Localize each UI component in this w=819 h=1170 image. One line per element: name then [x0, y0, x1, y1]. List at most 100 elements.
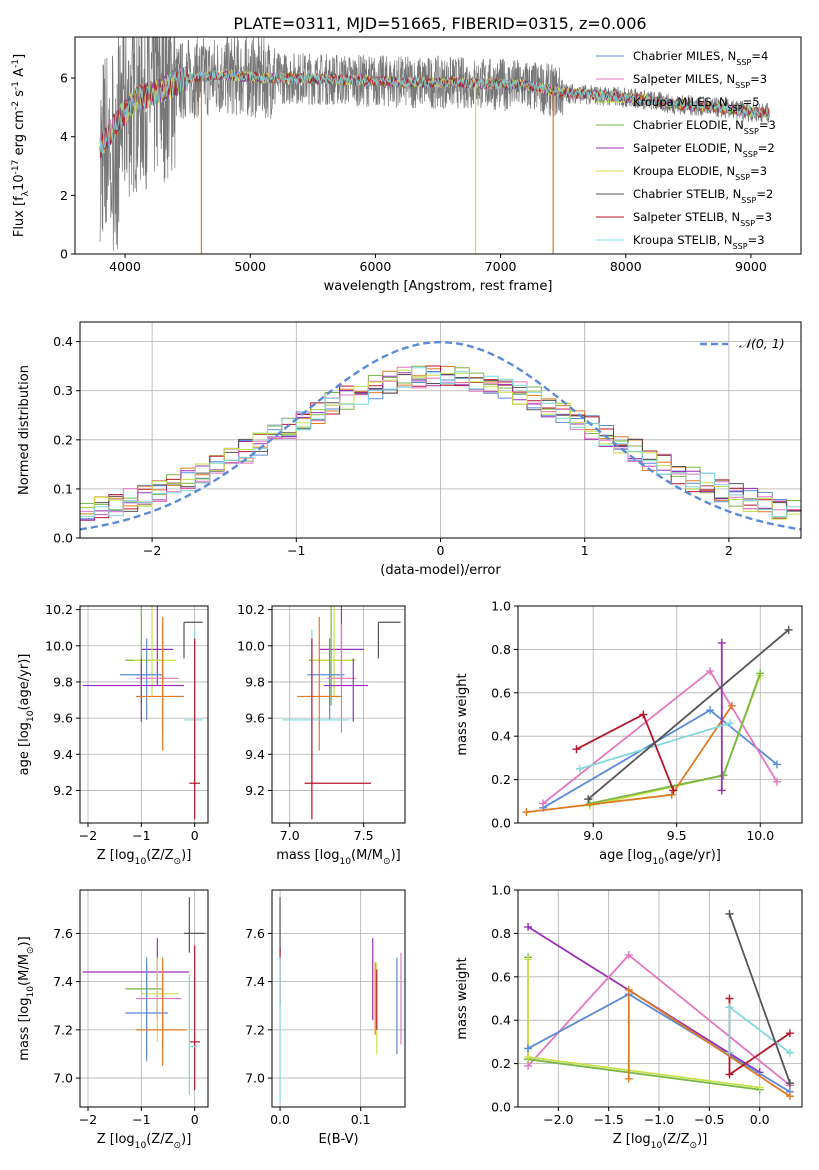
y-tick-label: 9.4 — [53, 747, 73, 762]
data-point — [189, 945, 200, 1091]
y-tick-label: 9.2 — [53, 783, 73, 798]
legend-label: Salpeter ELODIE, NSSP=2 — [633, 141, 775, 159]
x-axis-label: mass [log10(M/M⊙)] — [276, 848, 400, 867]
plot-area — [80, 340, 801, 531]
x-tick-label: 0.1 — [351, 1112, 371, 1127]
data-point — [377, 621, 401, 659]
y-tick-label: 6 — [60, 71, 68, 86]
data-point — [82, 658, 184, 722]
weight-marker — [524, 1053, 533, 1062]
legend-label: Kroupa ELODIE, NSSP=3 — [633, 164, 767, 182]
weight-series-line — [728, 913, 791, 1084]
data-point — [189, 638, 200, 820]
weight-marker — [706, 706, 715, 715]
plot-area — [522, 625, 793, 817]
model-spectrum — [99, 66, 770, 155]
residual-histogram — [80, 367, 801, 518]
weight-marker — [524, 922, 533, 931]
data-point — [125, 957, 168, 1062]
x-tick-label: 1 — [581, 543, 589, 558]
weight-marker — [772, 760, 781, 769]
data-point — [183, 621, 203, 659]
weight-marker — [725, 1003, 734, 1012]
weight-marker — [727, 701, 736, 710]
x-tick-label: −2.0 — [543, 1112, 573, 1127]
y-tick-label: 1.0 — [491, 883, 511, 898]
legend-label: Salpeter MILES, NSSP=3 — [633, 72, 767, 90]
plot-area — [82, 897, 206, 1095]
y-tick-label: 0.4 — [53, 334, 73, 349]
x-tick-label: 9000 — [735, 259, 767, 274]
data-point — [323, 658, 369, 722]
weight-marker — [785, 1079, 794, 1088]
mass-vs-ebv-panel: 0.0 0.1 7.0 7.2 7.4 7.6 E(B-V) — [245, 889, 406, 1147]
data-point — [136, 616, 184, 751]
weight-marker — [524, 1044, 533, 1053]
weight-marker — [725, 1070, 734, 1079]
plot-area — [279, 897, 402, 1103]
plot-area — [282, 606, 401, 820]
y-tick-label: 0.6 — [491, 685, 511, 700]
x-tick-label: −1.0 — [644, 1112, 674, 1127]
y-tick-label: 9.6 — [53, 711, 73, 726]
y-tick-label: 0 — [60, 247, 68, 262]
x-tick-label: 7.0 — [280, 828, 300, 843]
y-tick-label: 7.4 — [53, 974, 73, 989]
age-vs-mass-panel: 7.0 7.5 9.2 9.4 9.6 9.8 10.0 10.2 mass [log10(M/… — [237, 602, 406, 867]
y-axis-label: mass [log10(M/M⊙)] — [17, 936, 36, 1060]
axes-frame — [517, 605, 803, 824]
legend-label: Chabrier STELIB, NSSP=2 — [633, 187, 773, 205]
legend-label: Kroupa STELIB, NSSP=3 — [633, 233, 765, 251]
legend-label: Salpeter STELIB, NSSP=3 — [633, 210, 772, 228]
y-tick-label: 7.6 — [53, 926, 73, 941]
weight-marker — [575, 764, 584, 773]
y-tick-label: 0.2 — [491, 1056, 511, 1071]
x-tick-label: −1.5 — [593, 1112, 623, 1127]
weight-marker — [785, 1092, 794, 1101]
weight-marker — [639, 710, 648, 719]
weight-marker — [717, 638, 726, 647]
y-tick-label: 0.8 — [491, 926, 511, 941]
y-tick-label: 7.2 — [245, 1022, 265, 1037]
data-point — [311, 606, 357, 697]
axes-frame — [517, 889, 803, 1108]
x-tick-label: 8000 — [610, 259, 642, 274]
y-tick-label: 9.2 — [245, 783, 265, 798]
y-tick-label: 0.6 — [491, 969, 511, 984]
y-tick-label: 4 — [60, 129, 68, 144]
y-tick-label: 2 — [60, 188, 68, 203]
data-point — [297, 616, 342, 751]
x-tick-label: 0.0 — [750, 1112, 770, 1127]
data-point — [141, 957, 179, 1042]
residuals-panel: −2 −1 0 1 2 0.0 0.1 0.2 0.3 0.4 (data-model)/error… — [17, 321, 802, 578]
y-tick-label: 0.8 — [491, 642, 511, 657]
weight-marker — [572, 745, 581, 754]
data-point — [188, 974, 198, 1095]
plot-area — [82, 606, 203, 820]
y-tick-label: 10.2 — [237, 602, 265, 617]
weight-marker — [726, 719, 735, 728]
y-tick-label: 10.0 — [237, 638, 265, 653]
y-tick-label: 9.4 — [245, 747, 265, 762]
weight-marker — [624, 1074, 633, 1083]
plot-area — [524, 909, 794, 1101]
x-tick-label: 0 — [437, 543, 445, 558]
weight-marker — [624, 985, 633, 994]
weight-marker — [725, 909, 734, 918]
y-axis-label: mass weight — [455, 957, 470, 1039]
y-tick-label: 0.0 — [491, 816, 511, 831]
weight-marker — [772, 777, 781, 786]
y-tick-label: 9.8 — [53, 674, 73, 689]
axes-frame — [79, 605, 209, 824]
weight-marker — [785, 1029, 794, 1038]
y-axis-label: Flux [fλ10-17 erg cm-2 s-1 A-1] — [11, 54, 31, 237]
y-tick-label: 7.4 — [245, 974, 265, 989]
x-tick-label: 0 — [191, 828, 199, 843]
x-tick-label: 0 — [191, 1112, 199, 1127]
weight-marker — [717, 786, 726, 795]
y-tick-label: 0.2 — [53, 432, 73, 447]
x-tick-label: −2 — [79, 828, 97, 843]
y-tick-label: 9.8 — [245, 674, 265, 689]
y-tick-label: 0.0 — [53, 531, 73, 546]
figure-title: PLATE=0311, MJD=51665, FIBERID=0315, z=0… — [233, 14, 646, 33]
